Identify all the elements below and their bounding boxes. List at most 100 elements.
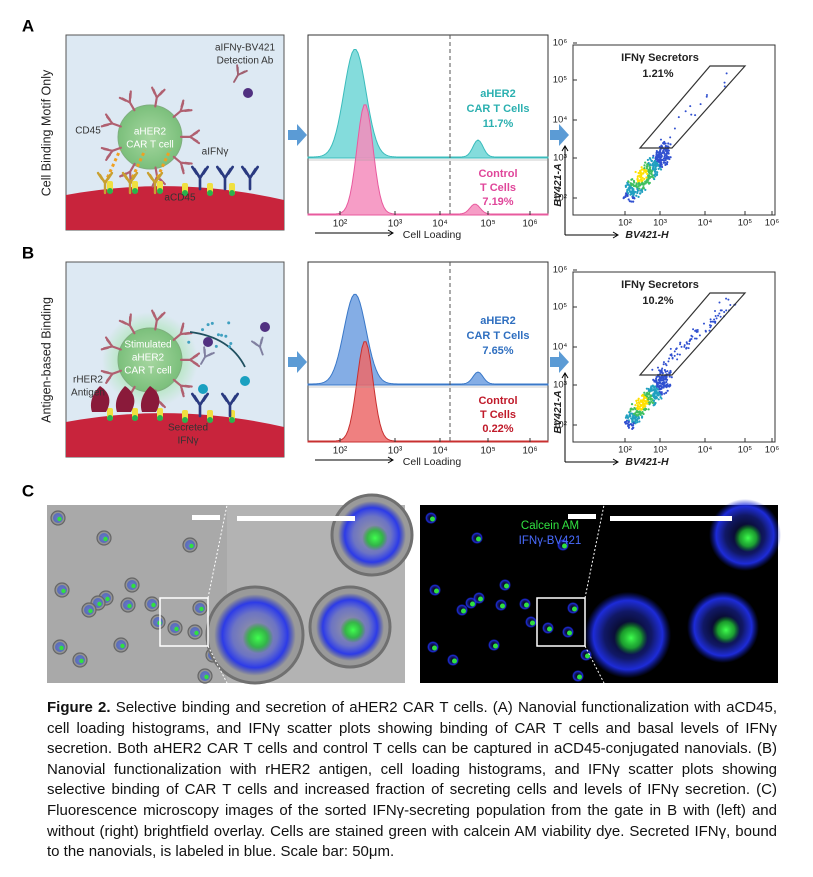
arrow: [288, 351, 307, 373]
event-dot: [644, 188, 647, 191]
event-dot: [642, 403, 645, 406]
hist-label: aHER2: [480, 315, 515, 327]
event-dot: [661, 151, 664, 155]
hist-label: CAR T Cells: [467, 330, 530, 342]
event-dot: [699, 103, 702, 106]
event-dot: [643, 402, 646, 405]
schematic-label: aHER2: [132, 353, 165, 364]
event-dot: [729, 303, 732, 306]
event-dot: [649, 163, 652, 166]
cell-green: [105, 596, 110, 602]
cell-green: [194, 630, 199, 636]
arrow: [550, 351, 569, 373]
event-dot: [667, 151, 670, 155]
cell-green: [127, 603, 132, 609]
zoom-fluor-green: [712, 616, 740, 644]
event-dot: [705, 95, 708, 98]
event-dot: [665, 364, 668, 367]
event-dot: [656, 388, 659, 391]
event-dot: [640, 415, 644, 418]
cell-fluor: [500, 603, 505, 609]
antibody-shape: [119, 162, 136, 184]
ifn: [240, 376, 250, 386]
event-dot: [714, 309, 717, 312]
cell-green: [151, 602, 156, 608]
event-dot: [651, 156, 655, 159]
event-dot: [641, 187, 644, 190]
event-dot: [644, 394, 647, 397]
x-tick-label: 10⁵: [480, 219, 495, 230]
zoom-line: [207, 645, 228, 684]
event-dot: [656, 383, 660, 386]
zoom-cell: [340, 617, 366, 643]
event-dot: [723, 85, 726, 88]
x-tick-label: 10²: [333, 219, 348, 230]
cell-green: [88, 608, 93, 614]
event-dot: [638, 405, 641, 408]
antibody-shape: [220, 392, 240, 418]
event-dot: [645, 167, 649, 170]
schematic-label: rHER2: [73, 375, 103, 386]
x-axis-label: Cell Loading: [403, 229, 462, 241]
event-dot: [664, 378, 667, 381]
event-dot: [631, 424, 635, 427]
x-tick-label: 10⁵: [738, 218, 753, 229]
event-dot: [660, 375, 664, 378]
event-dot: [636, 187, 639, 191]
event-dot: [709, 318, 712, 321]
event-dot: [627, 424, 630, 427]
cell-green: [97, 601, 102, 607]
event-dot: [685, 346, 688, 349]
event-dot: [642, 412, 645, 416]
event-dot: [659, 149, 662, 152]
cell-fluor: [504, 583, 509, 589]
event-dot: [634, 404, 637, 407]
event-dot: [639, 192, 642, 195]
antibody-shape: [215, 165, 235, 191]
bead-dot: [132, 188, 138, 194]
antibody-icon: [100, 336, 122, 351]
event-dot: [695, 337, 698, 340]
caption-label: Figure 2.: [47, 699, 111, 716]
event-dot: [652, 378, 655, 381]
schematic-label: Detection Ab: [217, 56, 274, 67]
ifn-dot: [210, 321, 214, 325]
event-dot: [669, 143, 672, 146]
event-dot: [638, 169, 642, 172]
antigen: [140, 386, 160, 412]
event-dot: [641, 181, 644, 184]
event-dot: [637, 171, 640, 175]
event-dot: [675, 348, 678, 351]
x-tick-label: 10³: [388, 219, 403, 230]
antibody-shape: [240, 165, 260, 191]
event-dot: [660, 382, 664, 385]
scale-bar: [568, 514, 596, 519]
event-dot: [647, 177, 650, 180]
y-axis-label: BV421-A: [552, 163, 564, 206]
event-dot: [708, 329, 711, 332]
antibody-icon: [215, 165, 235, 191]
event-dot: [667, 149, 670, 152]
event-dot: [691, 335, 694, 338]
event-dot: [662, 386, 665, 389]
event-dot: [622, 196, 626, 199]
cell-fluor: [493, 643, 498, 649]
ifn-dot: [216, 333, 220, 337]
x-tick-label: 10⁶: [522, 219, 537, 230]
y-tick-label: 10⁶: [553, 265, 568, 276]
event-dot: [666, 370, 669, 373]
event-dot: [647, 387, 650, 391]
event-dot: [643, 170, 646, 173]
event-dot: [641, 176, 644, 179]
x-tick-label: 10³: [653, 445, 667, 456]
antibody-icon: [121, 171, 139, 195]
event-dot: [624, 422, 627, 425]
ifn-dot: [227, 345, 231, 349]
cell-fluor: [572, 606, 577, 612]
x-tick-label: 10²: [618, 445, 632, 456]
bead-dot: [229, 417, 235, 423]
event-dot: [626, 188, 629, 191]
schematic-label: CD45: [75, 126, 101, 137]
event-dot: [632, 194, 635, 197]
event-dot: [654, 170, 657, 173]
